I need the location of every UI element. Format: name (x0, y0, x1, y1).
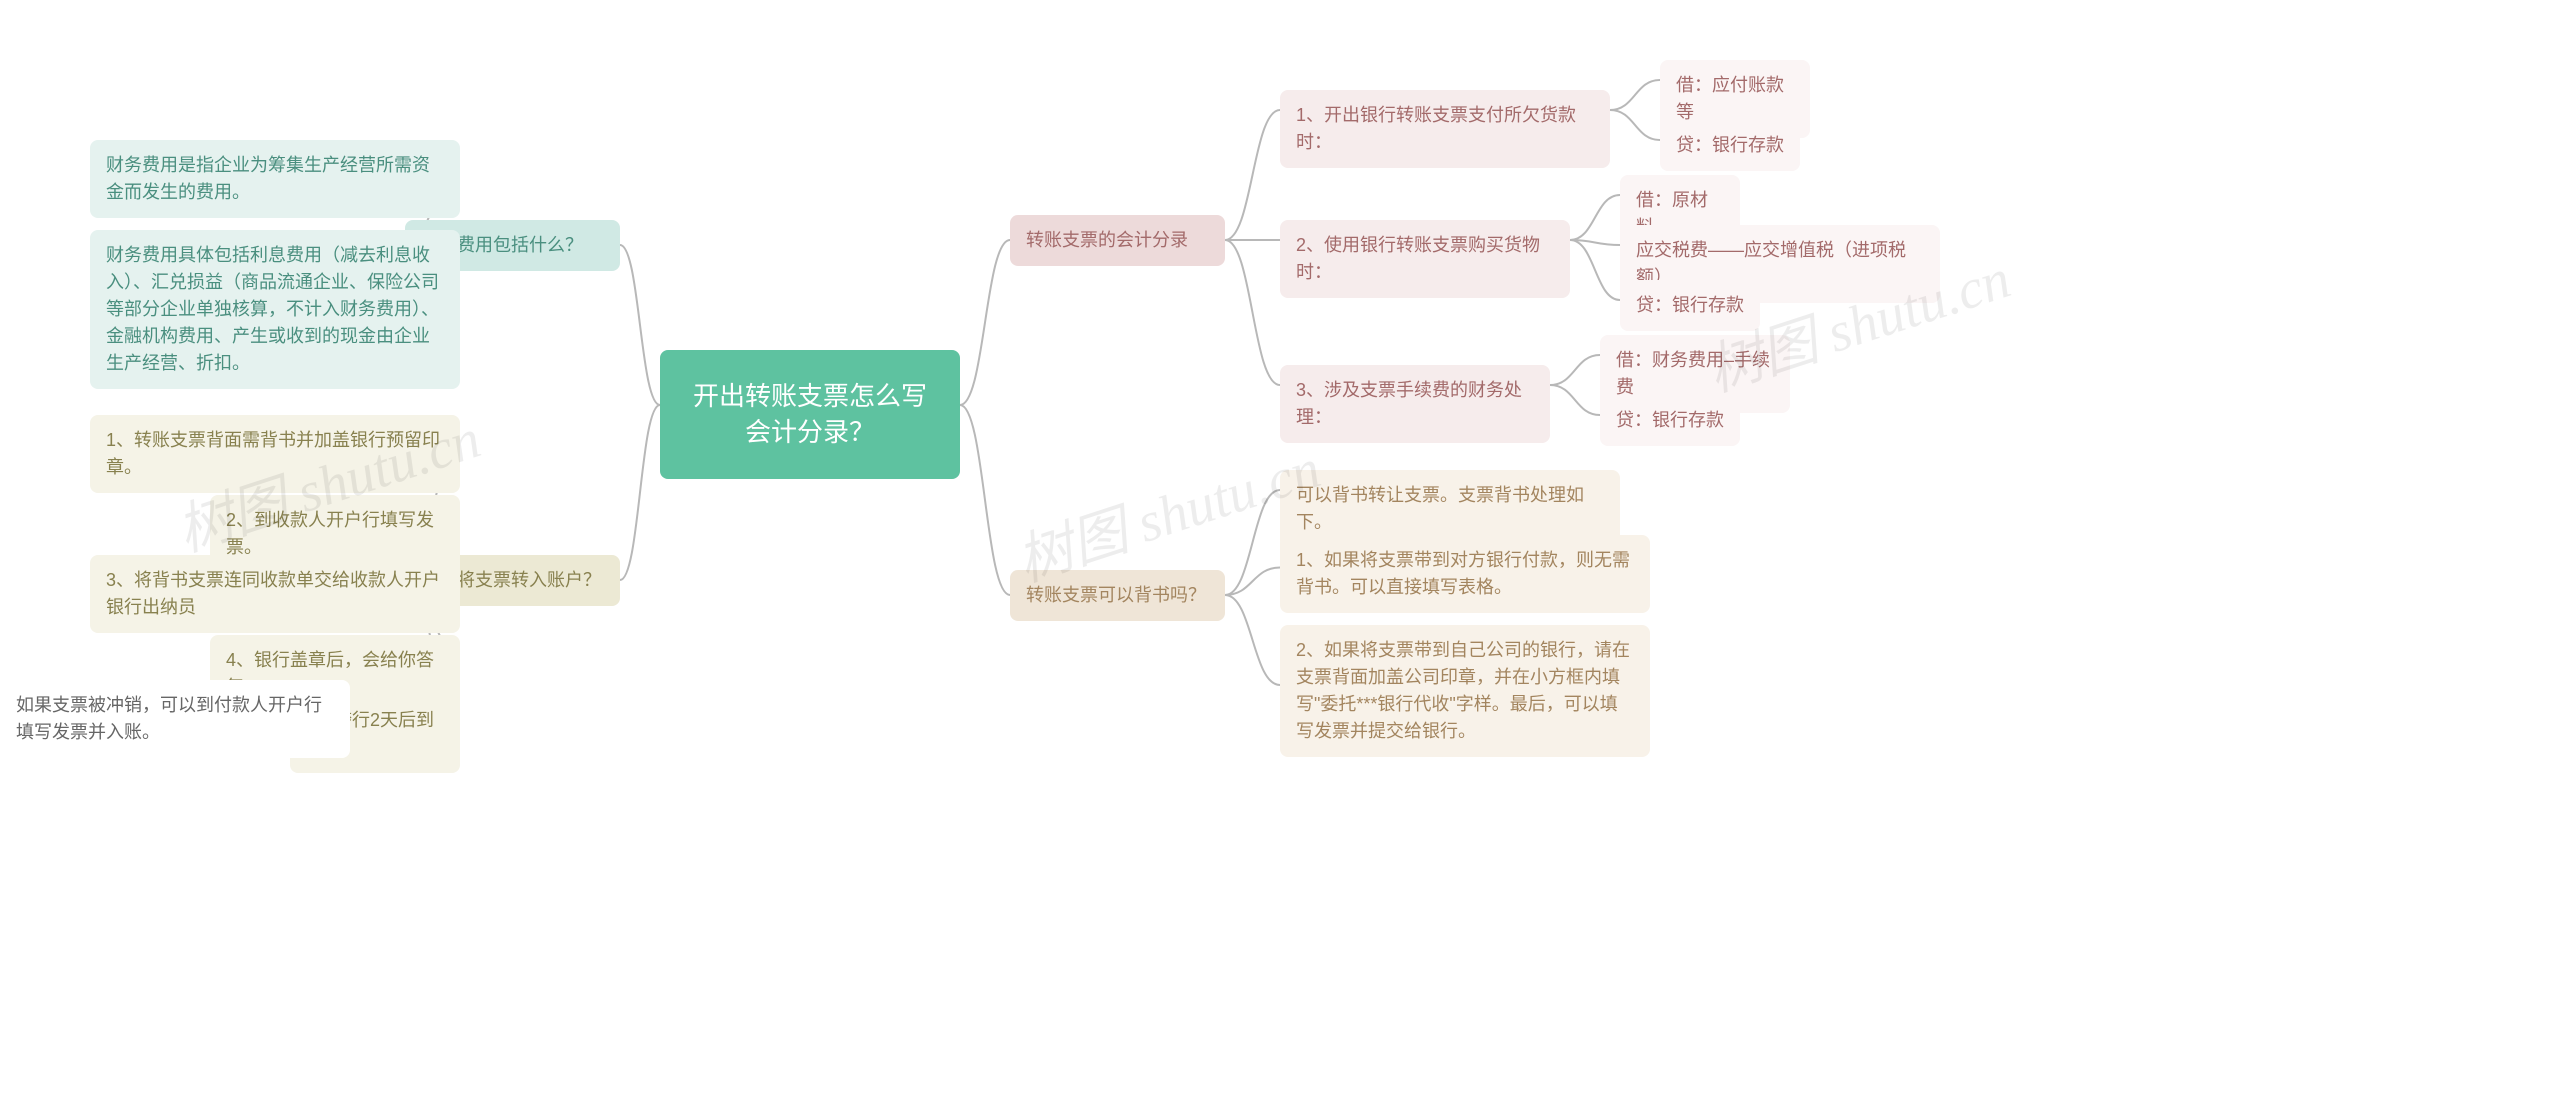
mindmap-node: 3、涉及支票手续费的财务处理： (1280, 365, 1550, 443)
mindmap-node: 1、开出银行转账支票支付所欠货款时： (1280, 90, 1610, 168)
mindmap-node: 财务费用具体包括利息费用（减去利息收入）、汇兑损益（商品流通企业、保险公司等部分… (90, 230, 460, 389)
mindmap-node: 如果支票被冲销，可以到付款人开户行填写发票并入账。 (0, 680, 350, 758)
mindmap-node: 2、使用银行转账支票购买货物时： (1280, 220, 1570, 298)
mindmap-node: 1、如果将支票带到对方银行付款，则无需背书。可以直接填写表格。 (1280, 535, 1650, 613)
mindmap-node: 转账支票可以背书吗？ (1010, 570, 1225, 621)
mindmap-node: 1、转账支票背面需背书并加盖银行预留印章。 (90, 415, 460, 493)
mindmap-node: 贷：银行存款 (1660, 120, 1800, 171)
mindmap-node: 3、将背书支票连同收款单交给收款人开户银行出纳员 (90, 555, 460, 633)
mindmap-node: 2、如果将支票带到自己公司的银行，请在支票背面加盖公司印章，并在小方框内填写"委… (1280, 625, 1650, 757)
mindmap-node: 开出转账支票怎么写会计分录？ (660, 350, 960, 479)
mindmap-node: 转账支票的会计分录 (1010, 215, 1225, 266)
mindmap-node: 贷：银行存款 (1600, 395, 1740, 446)
mindmap-node: 贷：银行存款 (1620, 280, 1760, 331)
mindmap-node: 财务费用是指企业为筹集生产经营所需资金而发生的费用。 (90, 140, 460, 218)
